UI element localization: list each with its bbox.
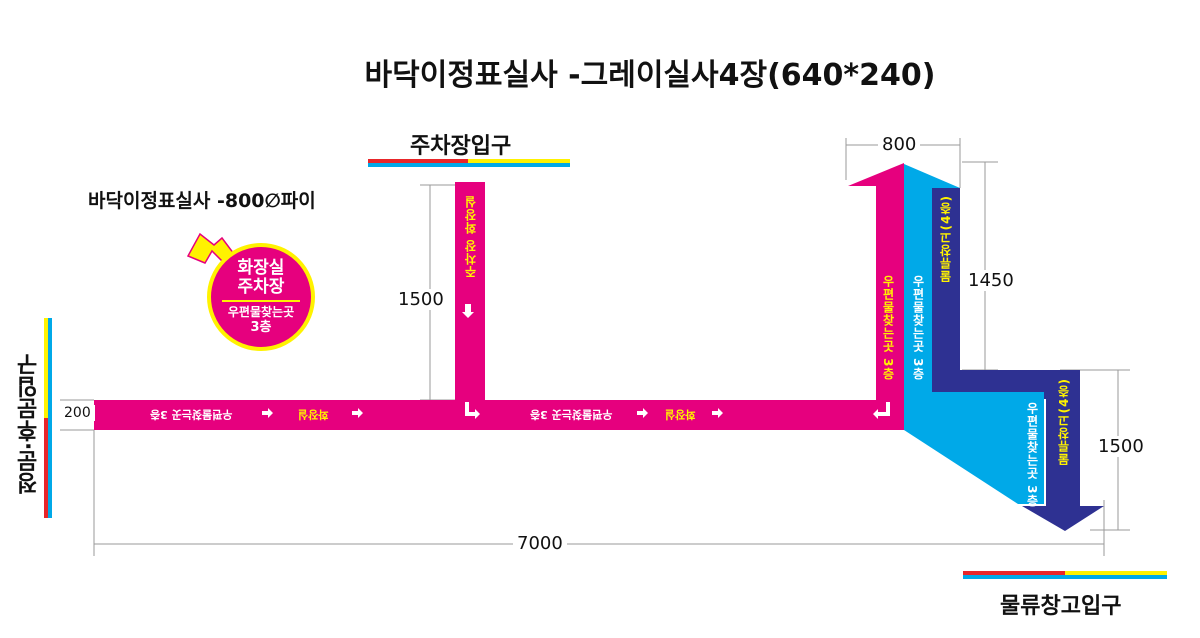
bar-text-toilet-1: 화장실 [298, 408, 329, 421]
down-arrow-icon [462, 304, 474, 318]
bar-text-toilet-2: 화장실 [665, 408, 696, 421]
cyan-lower-text: 우편물찾는곳 3층 [1025, 402, 1039, 508]
navy-text: 물류창고(4층) [939, 195, 953, 283]
magenta-main-bar [94, 400, 904, 430]
magenta-parking-arm [455, 182, 485, 402]
navy-lower-text: 물류창고(4층) [1057, 378, 1071, 466]
right-arrow-icon [712, 408, 723, 418]
parking-arm-text: 주차장 화장실 [464, 195, 478, 279]
badge-line3: 우편물찾는곳 [227, 305, 295, 319]
dim-bottom-right: 1500 [1094, 436, 1148, 457]
subtitle: 바닥이정표실사 -800∅파이 [88, 190, 316, 212]
dim-bar-height: 200 [60, 405, 95, 421]
gate-left-stripe-a [44, 318, 48, 518]
bar-text-mail-2: 우편물찾는곳 3층 [530, 408, 613, 421]
badge-line4: 3층 [250, 320, 272, 335]
gate-parking-stripe [368, 159, 570, 167]
toilet-parking-badge: 화장실 주차장 우편물찾는곳 3층 [207, 243, 315, 351]
turn-up-icon [873, 402, 890, 419]
turn-right-icon [465, 402, 480, 419]
gate-logistics-label: 물류창고입구 [1000, 594, 1122, 619]
magenta-up-arrow [848, 163, 904, 430]
right-arrow-icon [262, 408, 273, 418]
gate-parking-label: 주차장입구 [410, 134, 512, 159]
cyan-arrow-logistics [904, 164, 1044, 504]
right-arrow-icon [352, 408, 363, 418]
right-arrow-icon [637, 408, 648, 418]
page-title: 바닥이정표실사 -그레이실사4장(640*240) [364, 58, 936, 93]
bar-text-mail-1: 우편물찾는곳 3층 [150, 408, 233, 421]
dimension-lines [60, 138, 1130, 556]
cyan-text: 우편물찾는곳 3층 [911, 275, 925, 381]
gate-left-stripe-b [48, 318, 52, 518]
badge-divider [222, 300, 300, 302]
dim-right: 1450 [964, 270, 1018, 291]
dim-top: 800 [878, 134, 921, 155]
gate-logistics-stripe [963, 571, 1167, 579]
bar-arrow-icons [262, 304, 890, 419]
gate-left-label: 정문·후문입구 [17, 354, 42, 495]
badge-line2: 주차장 [237, 277, 285, 297]
dim-total: 7000 [513, 533, 567, 554]
dim-parking: 1500 [394, 289, 448, 310]
magenta-up-text: 우편물찾는곳 3층 [881, 275, 895, 381]
navy-arrow-logistics [930, 188, 1104, 531]
badge-line1: 화장실 [237, 258, 285, 278]
